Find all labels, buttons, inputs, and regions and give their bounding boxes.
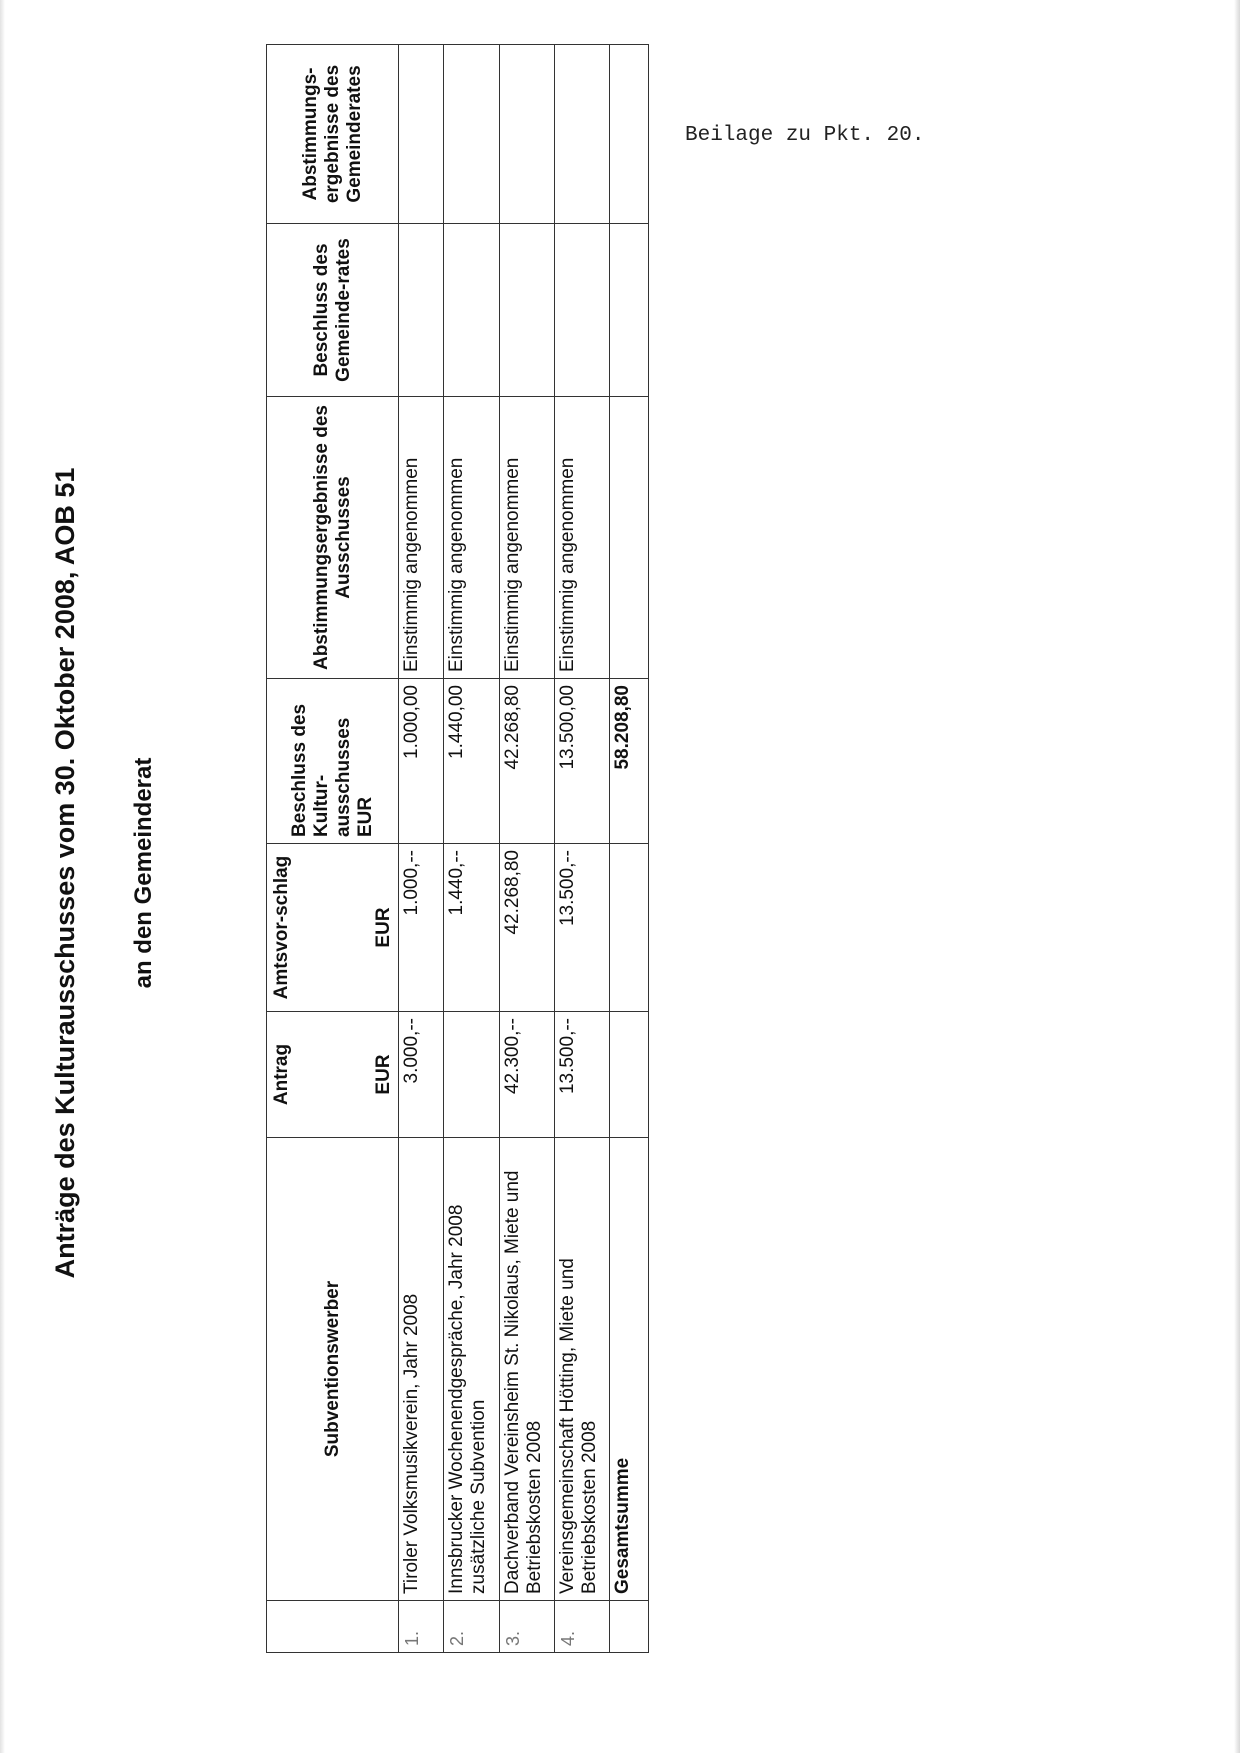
- table-row: 1. Tiroler Volksmusikverein, Jahr 2008 3.0…: [398, 44, 444, 1653]
- cell-committee-decision: 42.268,80: [499, 678, 555, 844]
- cell-nr: 2.: [443, 1600, 500, 1653]
- cell-committee-decision: 13.500,00: [554, 678, 610, 844]
- total-council-decision: [609, 223, 649, 397]
- header-office-proposal-label: Amtsvor-schlag: [270, 855, 292, 1000]
- total-council-vote: [609, 44, 649, 224]
- header-council-vote: Abstimmungs-ergebnisse des Gemeinderates: [266, 44, 399, 224]
- header-committee-decision-label: Beschluss des Kultur-ausschusses: [288, 703, 354, 837]
- cell-council-decision: [554, 223, 610, 397]
- table-row: 4. Vereinsgemeinschaft Hötting, Miete und…: [554, 44, 610, 1653]
- cell-nr: 3.: [499, 1600, 555, 1653]
- table-row: 2. Innsbrucker Wochenendgespräche, Jahr 2…: [443, 44, 500, 1653]
- cell-committee-vote: Einstimmig angenommen: [398, 396, 444, 679]
- cell-office-proposal: 1.440,--: [443, 843, 500, 1012]
- header-applicant: Subventionswerber: [266, 1137, 399, 1601]
- total-nr: [609, 1600, 649, 1653]
- scan-edge-right: [1234, 0, 1240, 1753]
- cell-council-vote: [554, 44, 610, 224]
- scan-edge-left: [0, 0, 5, 1753]
- cell-committee-vote: Einstimmig angenommen: [499, 396, 555, 679]
- total-row: Gesamtsumme 58.208,80: [609, 44, 649, 1653]
- header-office-proposal-unit: EUR: [372, 907, 394, 948]
- subsidy-table: Subventionswerber Antrag EUR Amtsvor-schl…: [266, 44, 649, 1653]
- cell-council-decision: [443, 223, 500, 397]
- cell-committee-vote: Einstimmig angenommen: [443, 396, 500, 679]
- total-office-proposal: [609, 843, 649, 1012]
- cell-request: 13.500,--: [554, 1011, 610, 1138]
- total-committee-decision: 58.208,80: [609, 678, 649, 844]
- cell-office-proposal: 1.000,--: [398, 843, 444, 1012]
- cell-council-vote: [499, 44, 555, 224]
- cell-request: 42.300,--: [499, 1011, 555, 1138]
- cell-council-vote: [443, 44, 500, 224]
- table-row: 3. Dachverband Vereinsheim St. Nikolaus, …: [499, 44, 555, 1653]
- cell-applicant: Tiroler Volksmusikverein, Jahr 2008: [398, 1137, 444, 1601]
- header-committee-vote: Abstimmungsergebnisse des Ausschusses: [266, 396, 399, 679]
- header-committee-decision: Beschluss des Kultur-ausschusses EUR: [266, 678, 399, 844]
- cell-nr: 4.: [554, 1600, 610, 1653]
- document-title: Anträge des Kulturausschusses vom 30. Ok…: [50, 467, 80, 1279]
- annex-note: Beilage zu Pkt. 20.: [685, 124, 925, 147]
- cell-council-decision: [398, 223, 444, 397]
- cell-office-proposal: 13.500,--: [554, 843, 610, 1012]
- total-label: Gesamtsumme: [609, 1137, 649, 1601]
- cell-council-decision: [499, 223, 555, 397]
- total-committee-vote: [609, 396, 649, 679]
- header-office-proposal: Amtsvor-schlag EUR: [266, 843, 399, 1012]
- header-committee-decision-unit: EUR: [354, 796, 376, 837]
- cell-applicant: Vereinsgemeinschaft Hötting, Miete und B…: [554, 1137, 610, 1601]
- cell-committee-decision: 1.440,00: [443, 678, 500, 844]
- cell-nr: 1.: [398, 1600, 444, 1653]
- header-request-label: Antrag: [270, 1043, 292, 1106]
- header-request: Antrag EUR: [266, 1011, 399, 1138]
- cell-committee-decision: 1.000,00: [398, 678, 444, 844]
- cell-office-proposal: 42.268,80: [499, 843, 555, 1012]
- cell-request: [443, 1011, 500, 1138]
- cell-applicant: Dachverband Vereinsheim St. Nikolaus, Mi…: [499, 1137, 555, 1601]
- cell-committee-vote: Einstimmig angenommen: [554, 396, 610, 679]
- header-council-decision: Beschluss des Gemeinde-rates: [266, 223, 399, 397]
- total-request: [609, 1011, 649, 1138]
- header-row: Subventionswerber Antrag EUR Amtsvor-schl…: [266, 44, 399, 1653]
- cell-request: 3.000,--: [398, 1011, 444, 1138]
- header-nr: [266, 1600, 399, 1653]
- header-request-unit: EUR: [372, 1054, 394, 1095]
- cell-council-vote: [398, 44, 444, 224]
- document-subtitle: an den Gemeinderat: [130, 757, 157, 989]
- cell-applicant: Innsbrucker Wochenendgespräche, Jahr 200…: [443, 1137, 500, 1601]
